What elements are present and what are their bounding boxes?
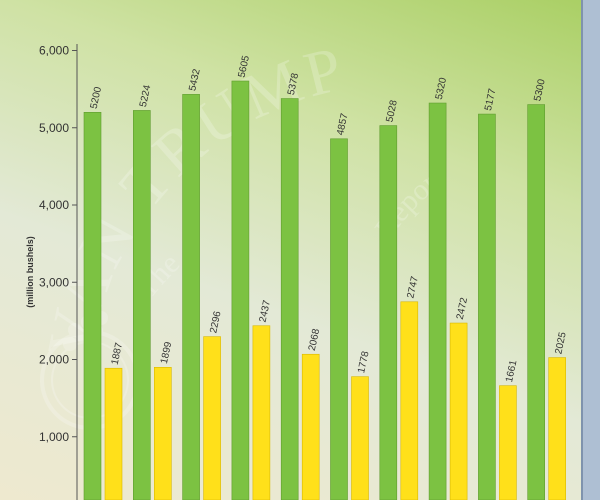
bar-value-label: 5200 bbox=[89, 85, 104, 109]
bar-green bbox=[527, 104, 546, 500]
bar-value-label: 5605 bbox=[237, 54, 252, 78]
bar-green bbox=[478, 113, 496, 500]
bar-value-label: 1778 bbox=[356, 350, 371, 374]
bar-value-label: 5028 bbox=[384, 99, 399, 123]
bar-green bbox=[133, 110, 151, 500]
y-axis-title: (million bushels) bbox=[25, 236, 35, 308]
bar-green bbox=[379, 125, 398, 500]
y-axis: 1,000 2,000 3,000 4,000 5,000 6,000 bbox=[39, 44, 78, 500]
bar-yellow bbox=[499, 385, 517, 500]
bar-green bbox=[280, 98, 299, 500]
bar-value-label: 5300 bbox=[532, 78, 547, 102]
bar-yellow bbox=[351, 376, 369, 500]
bar-value-label: 2296 bbox=[208, 310, 223, 334]
bar-yellow bbox=[449, 322, 468, 500]
bar-value-label: 5224 bbox=[138, 84, 153, 108]
bar-yellow bbox=[252, 325, 271, 500]
bar-value-label: 2747 bbox=[405, 275, 420, 299]
bar-value-label: 5378 bbox=[286, 72, 301, 96]
bar-green bbox=[428, 102, 447, 500]
y-tick-label: 3,000 bbox=[39, 275, 69, 289]
bar-green bbox=[182, 94, 200, 500]
y-tick-label: 1,000 bbox=[39, 430, 69, 444]
bar-yellow bbox=[301, 353, 320, 500]
right-frame-border-line bbox=[581, 0, 583, 500]
bar-value-label: 5177 bbox=[483, 87, 498, 111]
bar-value-label: 1887 bbox=[110, 341, 125, 365]
bar-green bbox=[330, 138, 348, 500]
bar-value-label: 2437 bbox=[258, 299, 273, 323]
y-tick-label: 2,000 bbox=[39, 353, 69, 367]
bar-value-label: 5432 bbox=[187, 68, 202, 92]
bar-value-label: 2025 bbox=[553, 331, 568, 355]
bar-yellow bbox=[548, 357, 567, 500]
right-frame-border bbox=[583, 0, 600, 500]
bar-green bbox=[83, 112, 102, 500]
bar-value-label: 5320 bbox=[434, 76, 449, 100]
bar-yellow bbox=[104, 367, 123, 500]
bar-value-label: 2068 bbox=[307, 327, 322, 351]
bars-group: 5200 5224 5432 5605 5378 4857 5028 5320 5177 5300… bbox=[83, 54, 569, 500]
bar-yellow bbox=[400, 301, 419, 500]
y-tick-label: 6,000 bbox=[39, 44, 69, 58]
y-tick-label: 4,000 bbox=[39, 198, 69, 212]
bar-yellow bbox=[203, 336, 221, 500]
bar-value-label: 1661 bbox=[504, 359, 519, 383]
bar-yellow bbox=[154, 367, 172, 500]
bar-value-label: 4857 bbox=[335, 112, 350, 136]
bar-value-label: 1899 bbox=[159, 340, 174, 364]
bar-value-label: 2472 bbox=[455, 296, 470, 320]
bar-green bbox=[231, 80, 250, 500]
y-tick-label: 5,000 bbox=[39, 121, 69, 135]
